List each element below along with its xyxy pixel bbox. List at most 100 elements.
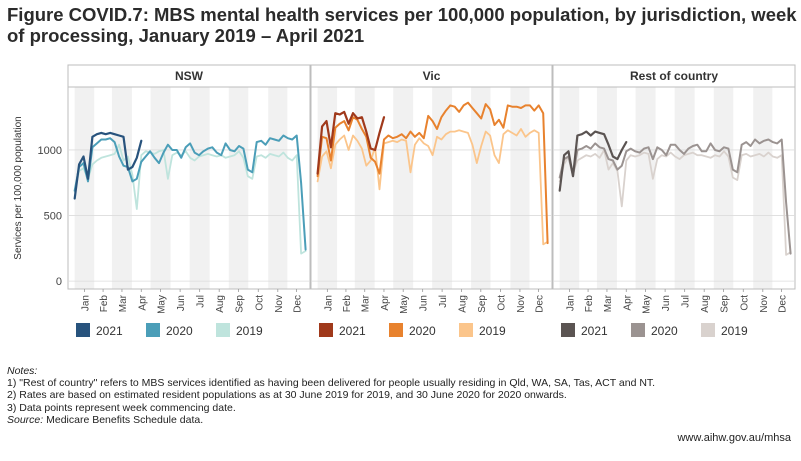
month-band: [559, 87, 580, 289]
source-line: Source: Medicare Benefits Schedule data.: [7, 414, 655, 426]
source-url[interactable]: www.aihw.gov.au/mhsa: [677, 432, 791, 444]
x-tick-label: Jan: [80, 295, 91, 311]
x-tick-label: Apr: [380, 294, 391, 310]
month-band: [74, 87, 95, 289]
x-tick-label: May: [642, 295, 653, 314]
x-tick-label: Jun: [661, 295, 672, 311]
x-tick-label: Nov: [516, 295, 527, 313]
panel-rest-of-country: Rest of country Jan Feb Mar Apr May Jun Jul Aug S…: [552, 64, 796, 338]
panel-vic: Vic Jan Feb Mar Apr May Jun Jul Aug Sep Oct Nov Dec 2…: [310, 64, 553, 338]
x-tick-label: Sep: [477, 295, 488, 313]
x-tick-label: Aug: [458, 295, 469, 313]
y-tick-label: 0: [56, 276, 62, 288]
legend-label-2021: 2021: [581, 324, 608, 338]
x-tick-label: Jan: [565, 295, 576, 311]
legend: 2021 2020 2019: [561, 323, 748, 338]
note-3: 3) Data points represent week commencing…: [7, 401, 236, 414]
x-tick-label: Aug: [700, 295, 711, 313]
month-band: [150, 87, 171, 289]
legend-swatch-2020: [146, 323, 160, 337]
month-band: [111, 87, 132, 289]
legend-label-2019: 2019: [479, 324, 506, 338]
x-tick-label: Oct: [496, 295, 507, 311]
panel-nsw: NSW Jan Feb Mar Apr May Jun Jul Aug Sep Oct Nov Dec 2…: [67, 64, 311, 338]
x-tick-label: Jul: [438, 295, 449, 308]
x-tick-label: Sep: [720, 295, 731, 313]
legend-swatch-2019: [459, 323, 473, 337]
month-band: [510, 87, 530, 289]
x-tick-label: Oct: [739, 295, 750, 311]
x-tick-label: Sep: [235, 295, 246, 313]
month-band: [713, 87, 734, 289]
series-line-2021: [73, 131, 143, 200]
month-band: [189, 87, 210, 289]
month-band: [471, 87, 491, 289]
month-band: [268, 87, 288, 289]
note-1: 1) "Rest of country" refers to MBS servi…: [7, 377, 656, 390]
legend-label-2021: 2021: [339, 324, 366, 338]
legend-swatch-2021: [561, 323, 575, 337]
x-tick-label: Mar: [118, 294, 129, 312]
series-line-2021: [558, 130, 628, 192]
legend: 2021 2020 2019: [319, 323, 506, 338]
legend-label-2020: 2020: [166, 324, 193, 338]
month-band: [393, 87, 414, 289]
legend-swatch-2021: [319, 323, 333, 337]
x-tick-label: Apr: [137, 294, 148, 310]
series-line-2019: [73, 143, 307, 255]
series-line-2019: [316, 128, 549, 246]
notes: Notes: 1) "Rest of country" refers to MB…: [7, 365, 655, 426]
legend-label-2020: 2020: [409, 324, 436, 338]
month-band: [354, 87, 375, 289]
figure-title: Figure COVID.7: MBS mental health servic…: [7, 4, 797, 46]
facet-title: Rest of country: [630, 69, 718, 83]
x-tick-label: Nov: [274, 295, 285, 313]
legend-label-2019: 2019: [236, 324, 263, 338]
series-line-2019: [558, 149, 792, 256]
x-tick-label: Apr: [622, 294, 633, 310]
legend-label-2020: 2020: [651, 324, 678, 338]
source-label: Source:: [7, 413, 44, 426]
x-tick-label: May: [399, 295, 410, 314]
x-tick-label: Feb: [342, 295, 353, 313]
x-tick-label: Nov: [759, 295, 770, 313]
legend-swatch-2020: [389, 323, 403, 337]
y-tick-label: 1000: [38, 145, 62, 157]
facet-title: NSW: [175, 69, 204, 83]
month-band: [228, 87, 249, 289]
chart-root: Services per 100,000 population 0 500 1000 N…: [13, 64, 796, 338]
y-axis-title: Services per 100,000 population: [13, 116, 24, 259]
x-tick-label: Jun: [419, 295, 430, 311]
x-tick-label: May: [157, 295, 168, 314]
x-tick-label: Jun: [176, 295, 187, 311]
month-band: [596, 87, 617, 289]
x-tick-label: Feb: [99, 295, 110, 313]
x-tick-label: Mar: [361, 294, 372, 312]
series-line-2021: [316, 110, 386, 175]
x-tick-label: Dec: [535, 295, 546, 313]
series-line-2020: [558, 138, 792, 255]
facet-title: Vic: [423, 69, 441, 83]
x-tick-label: Dec: [777, 295, 788, 313]
y-tick-label: 500: [44, 211, 62, 223]
x-tick-label: Jan: [323, 295, 334, 311]
month-band: [674, 87, 695, 289]
x-tick-label: Mar: [603, 294, 614, 312]
x-tick-label: Aug: [215, 295, 226, 313]
month-band: [753, 87, 773, 289]
legend-swatch-2021: [76, 323, 90, 337]
notes-heading: Notes:: [7, 365, 38, 377]
x-tick-label: Dec: [292, 295, 303, 313]
source-text: Medicare Benefits Schedule data.: [43, 413, 204, 426]
series-line-2020: [73, 134, 307, 251]
legend: 2021 2020 2019: [76, 323, 263, 338]
legend-swatch-2020: [631, 323, 645, 337]
legend-label-2021: 2021: [96, 324, 123, 338]
series-line-2020: [316, 101, 549, 245]
x-tick-label: Feb: [584, 295, 595, 313]
x-tick-label: Oct: [254, 295, 265, 311]
legend-label-2019: 2019: [721, 324, 748, 338]
legend-swatch-2019: [216, 323, 230, 337]
note-2: 2) Rates are based on estimated resident…: [7, 389, 567, 402]
legend-swatch-2019: [701, 323, 715, 337]
